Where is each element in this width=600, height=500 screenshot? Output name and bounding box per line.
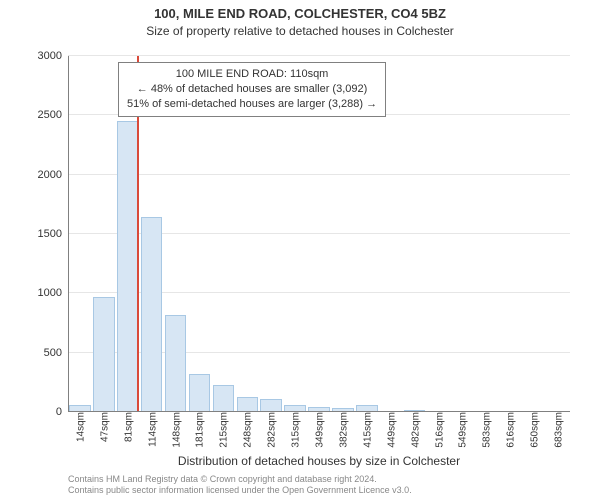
page-subtitle: Size of property relative to detached ho… — [0, 24, 600, 38]
callout-line-3: 51% of semi-detached houses are larger (… — [127, 97, 377, 112]
x-tick-label: 516sqm — [432, 412, 445, 448]
x-tick-label: 549sqm — [456, 412, 469, 448]
x-axis-label: Distribution of detached houses by size … — [68, 454, 570, 468]
x-tick-label: 14sqm — [73, 412, 86, 442]
x-tick-label: 282sqm — [265, 412, 278, 448]
x-tick-label: 683sqm — [552, 412, 565, 448]
y-tick-label: 1000 — [22, 287, 68, 299]
x-tick-label: 81sqm — [121, 412, 134, 442]
x-tick-label: 650sqm — [528, 412, 541, 448]
y-tick-label: 3000 — [22, 50, 68, 62]
x-tick-label: 315sqm — [289, 412, 302, 448]
x-tick-label: 616sqm — [504, 412, 517, 448]
x-tick-label: 248sqm — [241, 412, 254, 448]
x-tick-label: 349sqm — [313, 412, 326, 448]
y-tick-label: 0 — [22, 406, 68, 418]
page-title: 100, MILE END ROAD, COLCHESTER, CO4 5BZ — [0, 0, 600, 22]
x-tick-label: 215sqm — [217, 412, 230, 448]
x-tick-label: 47sqm — [97, 412, 110, 442]
x-tick-label: 482sqm — [408, 412, 421, 448]
histogram-bar — [93, 297, 115, 412]
x-tick-label: 415sqm — [360, 412, 373, 448]
x-tick-label: 114sqm — [145, 412, 158, 447]
plot-area: 05001000150020002500300014sqm47sqm81sqm1… — [68, 56, 570, 412]
callout-line-2: ← 48% of detached houses are smaller (3,… — [127, 82, 377, 97]
gridline — [68, 174, 570, 175]
histogram-bar — [117, 121, 139, 412]
histogram-bar — [141, 217, 163, 412]
callout-line-1: 100 MILE END ROAD: 110sqm — [127, 67, 377, 82]
x-tick-label: 382sqm — [336, 412, 349, 448]
footnote-line-1: Contains HM Land Registry data © Crown c… — [68, 474, 570, 485]
y-tick-label: 500 — [22, 347, 68, 359]
x-axis-line — [68, 411, 570, 412]
y-axis-line — [68, 56, 69, 412]
y-tick-label: 1500 — [22, 228, 68, 240]
gridline — [68, 55, 570, 56]
y-tick-label: 2500 — [22, 109, 68, 121]
x-tick-label: 449sqm — [384, 412, 397, 448]
x-tick-label: 148sqm — [169, 412, 182, 448]
y-axis-label: Number of detached properties — [10, 0, 24, 56]
footnote-line-2: Contains public sector information licen… — [68, 485, 570, 496]
histogram-bar — [165, 315, 187, 412]
histogram-bar — [237, 397, 259, 412]
histogram-bar — [189, 374, 211, 412]
callout-box: 100 MILE END ROAD: 110sqm ← 48% of detac… — [118, 62, 386, 117]
histogram-bar — [213, 385, 235, 412]
x-tick-label: 583sqm — [480, 412, 493, 448]
x-tick-label: 181sqm — [193, 412, 206, 448]
footnote: Contains HM Land Registry data © Crown c… — [68, 474, 570, 496]
y-tick-label: 2000 — [22, 169, 68, 181]
